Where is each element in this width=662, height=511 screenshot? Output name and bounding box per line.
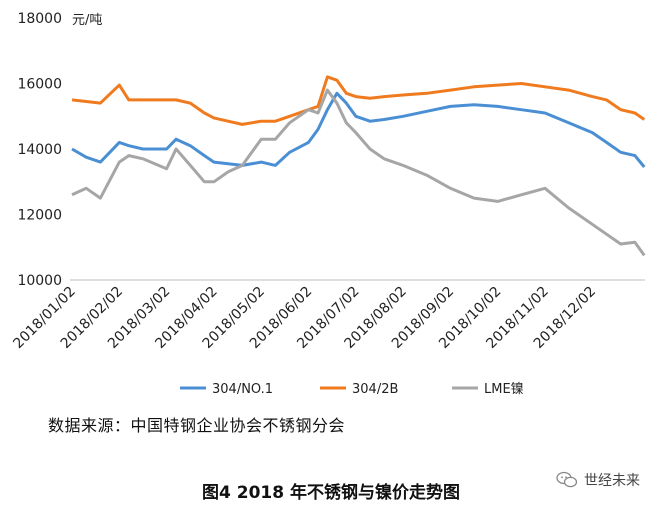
source-note: 数据来源：中国特钢企业协会不锈钢分会 [48, 416, 346, 435]
watermark-text: 世经未来 [584, 473, 640, 489]
y-tick-label: 14000 [17, 142, 62, 158]
x-axis-tick-labels: 2018/01/022018/02/022018/03/022018/04/02… [10, 284, 599, 352]
legend: 304/NO.1 304/2B LME镍 [180, 382, 524, 397]
series-line-304-no1 [71, 91, 646, 168]
y-axis-tick-labels: 10000 12000 14000 16000 18000 [17, 11, 62, 289]
unit-label: 元/吨 [72, 13, 102, 28]
series-line-lme-nickel [71, 88, 646, 257]
wechat-icon [556, 471, 578, 488]
legend-label: LME镍 [484, 382, 524, 397]
series-layer [71, 75, 646, 257]
y-tick-label: 10000 [17, 273, 62, 289]
series-line-304-2b [71, 75, 646, 126]
legend-label: 304/NO.1 [212, 382, 273, 397]
chart: 10000 12000 14000 16000 18000 元/吨 2018/01/02… [10, 11, 646, 397]
legend-label: 304/2B [352, 382, 398, 397]
y-tick-label: 12000 [17, 208, 62, 224]
figure-caption: 图4 2018 年不锈钢与镍价走势图 [202, 483, 460, 503]
y-tick-label: 18000 [17, 11, 62, 27]
watermark: 世经未来 [556, 470, 640, 490]
y-tick-label: 16000 [17, 77, 62, 93]
